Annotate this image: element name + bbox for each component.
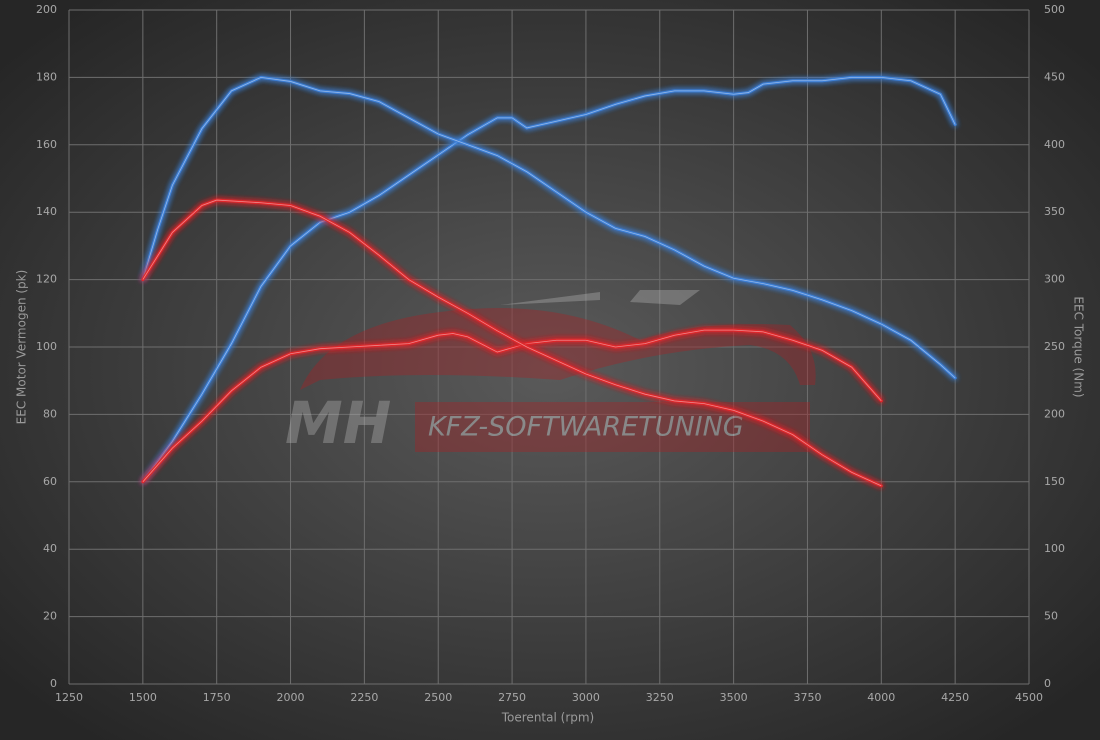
y-tick-label: 120 — [36, 273, 57, 286]
series-core — [142, 76, 956, 379]
x-tick-label: 2000 — [277, 691, 305, 704]
series-core — [142, 329, 882, 483]
x-tick-label: 2500 — [424, 691, 452, 704]
y-tick-label: 180 — [36, 70, 57, 83]
y2-tick-label: 400 — [1044, 138, 1065, 151]
y2-tick-label: 150 — [1044, 475, 1065, 488]
series-line — [141, 198, 883, 488]
x-tick-label: 3250 — [646, 691, 674, 704]
y-tick-label: 160 — [36, 138, 57, 151]
y2-axis-title: EEC Torque (Nm) — [1072, 296, 1086, 397]
y2-tick-label: 50 — [1044, 610, 1058, 623]
y2-tick-label: 450 — [1044, 70, 1065, 83]
y-tick-label: 80 — [43, 407, 57, 420]
x-tick-label: 3750 — [793, 691, 821, 704]
x-tick-label: 3500 — [720, 691, 748, 704]
x-tick-label: 1250 — [55, 691, 83, 704]
x-tick-label: 2250 — [350, 691, 378, 704]
y-tick-label: 60 — [43, 475, 57, 488]
y2-tick-label: 200 — [1044, 407, 1065, 420]
grid — [68, 9, 1030, 685]
logo-text: KFZ-SOFTWARETUNING — [428, 412, 744, 443]
x-tick-label: 3000 — [572, 691, 600, 704]
x-tick-label: 1500 — [129, 691, 157, 704]
logo-band — [415, 402, 810, 452]
series-line — [141, 75, 957, 380]
watermark: MH KFZ-SOFTWARETUNING — [285, 290, 816, 457]
y2-tick-label: 500 — [1044, 3, 1065, 16]
y-tick-label: 100 — [36, 340, 57, 353]
y-axis-title: EEC Motor Vermogen (pk) — [15, 270, 29, 425]
series-core — [142, 199, 882, 487]
y-tick-label: 40 — [43, 542, 57, 555]
y-tick-label: 0 — [50, 677, 57, 690]
y2-tick-label: 100 — [1044, 542, 1065, 555]
x-tick-label: 4500 — [1015, 691, 1043, 704]
y2-tick-label: 250 — [1044, 340, 1065, 353]
x-tick-label: 1750 — [203, 691, 231, 704]
x-tick-label: 4250 — [941, 691, 969, 704]
y-tick-label: 140 — [36, 205, 57, 218]
logo-mh: MH — [285, 389, 391, 457]
y-tick-label: 200 — [36, 3, 57, 16]
series-line — [141, 75, 957, 484]
series-line — [141, 328, 883, 484]
x-tick-label: 2750 — [498, 691, 526, 704]
y2-tick-label: 0 — [1044, 677, 1051, 690]
x-axis-title: Toerental (rpm) — [501, 711, 594, 725]
y2-tick-label: 300 — [1044, 273, 1065, 286]
x-tick-label: 4000 — [867, 691, 895, 704]
logo-roof — [500, 290, 700, 305]
logo-car — [300, 308, 816, 390]
y2-tick-label: 350 — [1044, 205, 1065, 218]
series-core — [142, 77, 956, 483]
y-tick-label: 20 — [43, 610, 57, 623]
